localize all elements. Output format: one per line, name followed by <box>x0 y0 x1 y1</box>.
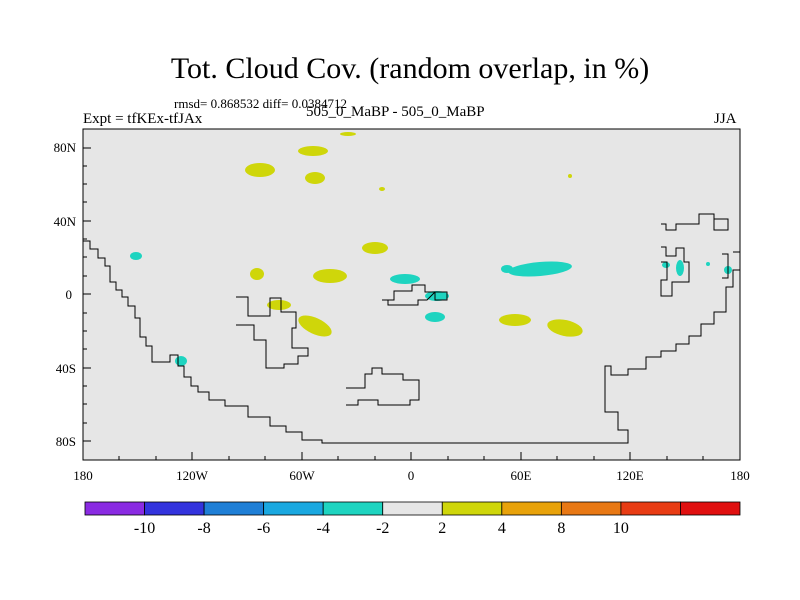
cyan-patch <box>676 260 684 276</box>
cyan-patch <box>390 274 420 284</box>
coastline-southern-shape <box>346 367 420 406</box>
colorbar-label: 4 <box>498 520 506 537</box>
colorbar-box <box>203 501 265 516</box>
lat-tick-marks <box>83 147 91 442</box>
cyan-patch <box>662 262 670 268</box>
colorbar-label: 2 <box>438 520 446 537</box>
season-label: JJA <box>714 111 737 127</box>
yellow-patch <box>362 242 388 254</box>
coastline-americas <box>83 240 740 444</box>
lon-label-120w: 120W <box>176 468 209 483</box>
colorbar-label: -8 <box>197 520 210 537</box>
lon-tick-labels: 180 120W 60W 0 60E 120E 180 <box>73 468 750 483</box>
coastlines <box>83 213 741 444</box>
yellow-patch <box>298 315 332 337</box>
coastline-equatorial-outline <box>382 284 448 306</box>
positive-anomaly-patches <box>245 132 583 337</box>
yellow-patch <box>250 268 264 280</box>
yellow-patch <box>267 300 291 310</box>
lon-label-60e: 60E <box>511 468 532 483</box>
cyan-patch <box>130 252 142 260</box>
colorbar-box <box>322 501 384 516</box>
colorbar <box>84 501 741 516</box>
colorbar-label: -2 <box>376 520 389 537</box>
lat-label-40n: 40N <box>54 214 77 229</box>
coastline-right-small <box>722 253 729 279</box>
colorbar-box <box>680 501 741 516</box>
cyan-patch <box>425 312 445 322</box>
lon-label-120e: 120E <box>616 468 644 483</box>
negative-anomaly-patches <box>130 252 732 366</box>
colorbar-labels: -10 -8 -6 -4 -2 2 4 8 10 <box>134 520 629 537</box>
yellow-patch <box>568 174 572 178</box>
colorbar-label: 8 <box>557 520 565 537</box>
lat-label-40s: 40S <box>56 361 76 376</box>
lat-label-80n: 80N <box>54 140 77 155</box>
center-label: 505_0_MaBP - 505_0_MaBP <box>306 104 485 120</box>
colorbar-label: -10 <box>134 520 155 537</box>
yellow-patch <box>379 187 385 191</box>
lat-label-0: 0 <box>66 287 73 302</box>
map-title: Tot. Cloud Cov. (random overlap, in %) <box>170 52 650 85</box>
colorbar-label: 10 <box>613 520 629 537</box>
rmsd-diff-stats: rmsd= 0.868532 diff= 0.0384712 <box>174 96 347 111</box>
lat-tick-labels: 80N 40N 0 40S 80S <box>54 140 77 449</box>
colorbar-box <box>382 501 443 516</box>
lon-label-60w: 60W <box>289 468 315 483</box>
colorbar-label: -4 <box>317 520 330 537</box>
lon-label-180e: 180 <box>730 468 750 483</box>
cyan-patch <box>501 265 513 273</box>
yellow-patch <box>313 269 347 283</box>
cyan-patch <box>175 356 187 366</box>
colorbar-box <box>263 501 324 516</box>
yellow-patch <box>499 314 531 326</box>
colorbar-label: -6 <box>257 520 270 537</box>
yellow-patch <box>298 146 328 156</box>
colorbar-box <box>84 501 145 516</box>
colorbar-box <box>144 501 205 516</box>
yellow-patch <box>547 319 583 337</box>
cyan-patch <box>425 291 449 301</box>
colorbar-box <box>620 501 681 516</box>
yellow-patch <box>245 163 275 177</box>
colorbar-box <box>560 501 622 516</box>
yellow-patch <box>305 172 325 184</box>
coastline-right-inlet <box>660 246 690 297</box>
colorbar-box <box>441 501 503 516</box>
coastline-south-america-segment <box>236 296 309 369</box>
colorbar-box <box>501 501 562 516</box>
cyan-patch <box>706 262 710 266</box>
map-background <box>83 129 740 460</box>
cyan-patch <box>508 261 572 277</box>
experiment-label: Expt = tfKEx-tfJAx <box>83 111 203 127</box>
lat-label-80s: 80S <box>56 434 76 449</box>
yellow-patch <box>340 132 356 136</box>
coastline-right-upper <box>661 213 729 231</box>
lon-tick-marks <box>118 452 704 460</box>
lon-label-0: 0 <box>408 468 415 483</box>
lon-label-180w: 180 <box>73 468 93 483</box>
